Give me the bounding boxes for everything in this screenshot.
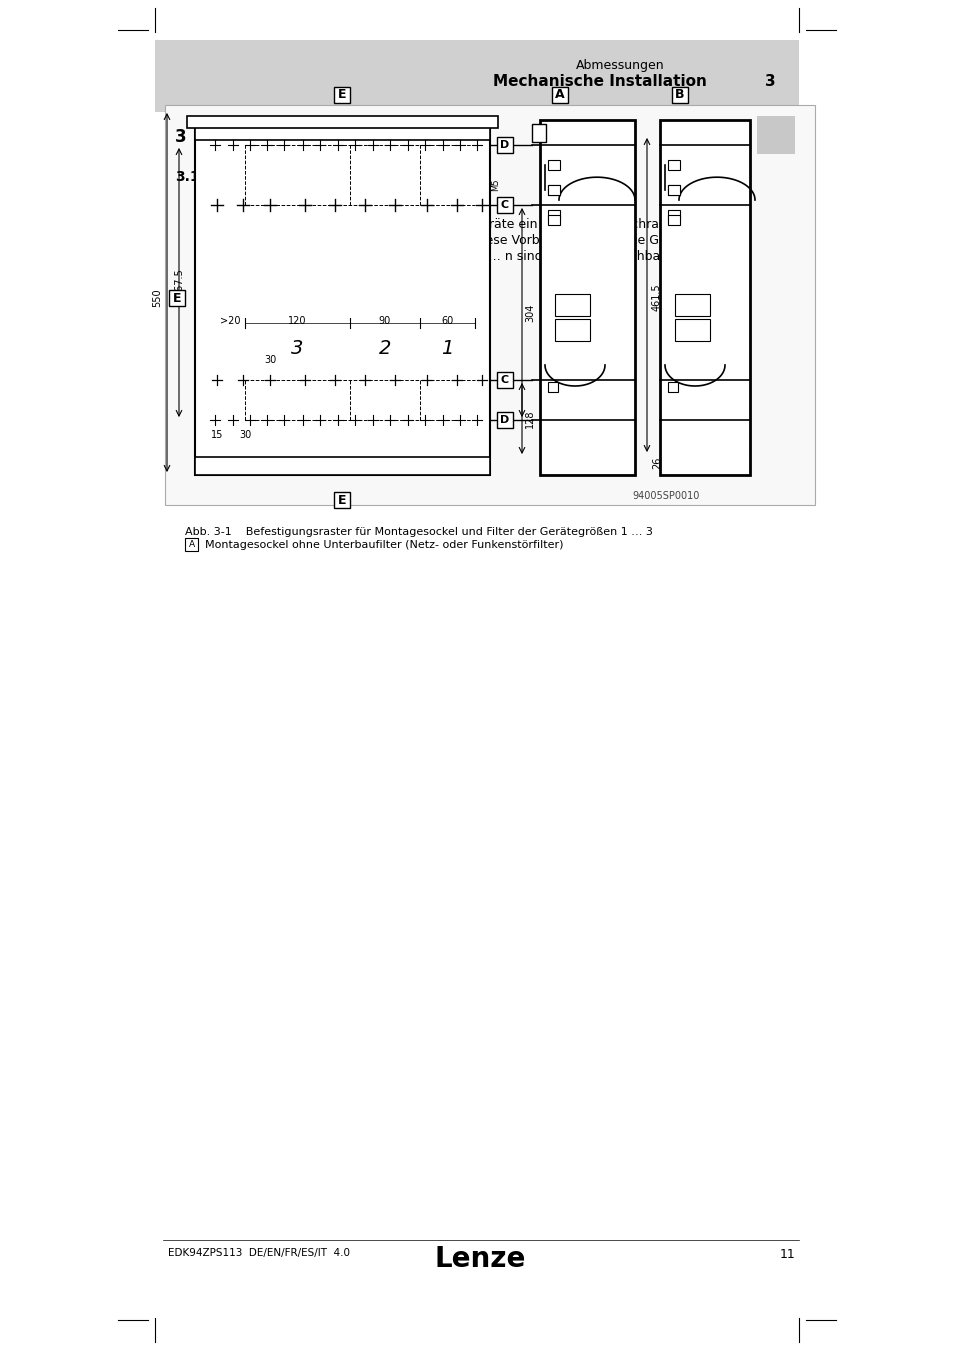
Text: D: D	[500, 140, 509, 150]
Text: zu befestigen. Die Gerätegrößen 1, 2, … n sind so direkt anreihbar.: zu befestigen. Die Gerätegrößen 1, 2, … …	[248, 250, 667, 263]
Bar	[194, 120, 490, 475]
Text: E: E	[172, 292, 181, 305]
Bar	[547, 161, 559, 170]
Text: 2: 2	[378, 339, 391, 358]
Bar	[154, 40, 799, 112]
Bar	[547, 185, 559, 194]
Bar	[667, 185, 679, 194]
Text: D: D	[500, 414, 509, 425]
Text: 304: 304	[524, 304, 535, 321]
Bar	[497, 136, 513, 153]
Text: Abb. 3-1    Befestigungsraster für Montagesockel und Filter der Gerätegrößen 1 …: Abb. 3-1 Befestigungsraster für Montages…	[185, 526, 652, 537]
Text: A: A	[555, 89, 564, 101]
Bar	[555, 294, 589, 316]
Bar	[334, 86, 350, 103]
Bar	[675, 294, 709, 316]
Text: Montageplatte einzubringen. Durch diese Vorbereitung sind die Geräte einfach: Montageplatte einzubringen. Durch diese …	[248, 234, 741, 247]
Text: Montagesockel ohne Unterbaufilter (Netz- oder Funkenstörfilter): Montagesockel ohne Unterbaufilter (Netz-…	[205, 540, 563, 549]
Bar	[671, 86, 687, 103]
Text: 30: 30	[238, 431, 251, 440]
Bar	[667, 185, 679, 194]
Bar	[497, 373, 513, 387]
Text: 15: 15	[211, 431, 223, 440]
Text: Lenze: Lenze	[434, 1245, 525, 1273]
Text: A: A	[189, 540, 194, 549]
Text: 3.1: 3.1	[174, 170, 199, 184]
Bar	[547, 215, 559, 225]
Text: Abmessungen: Abmessungen	[248, 170, 357, 184]
Bar	[334, 491, 350, 508]
Bar	[757, 116, 794, 154]
Text: >20: >20	[219, 316, 240, 325]
Text: 26: 26	[651, 456, 661, 470]
Bar	[194, 458, 490, 475]
Bar	[659, 120, 749, 475]
Bar	[667, 382, 678, 391]
Bar	[555, 319, 589, 342]
Text: Befestigungsraster: Befestigungsraster	[248, 194, 398, 209]
Bar	[497, 412, 513, 428]
Text: 3: 3	[291, 339, 303, 358]
Bar	[532, 124, 545, 142]
Bar	[497, 197, 513, 213]
Text: 128: 128	[524, 409, 535, 428]
Bar	[552, 86, 567, 103]
Bar	[194, 120, 490, 140]
Text: E: E	[337, 494, 346, 506]
Bar	[539, 120, 635, 475]
Text: 467.5: 467.5	[174, 269, 185, 297]
Bar	[185, 539, 198, 551]
Text: C: C	[500, 200, 509, 211]
Text: 94005SP0010: 94005SP0010	[632, 491, 700, 501]
Text: 461.5: 461.5	[651, 284, 661, 312]
Bar	[675, 319, 709, 342]
Bar	[547, 382, 558, 391]
Text: C: C	[500, 375, 509, 385]
Text: 30: 30	[264, 355, 275, 364]
Text: E: E	[337, 89, 346, 101]
Text: 120: 120	[288, 316, 307, 325]
Bar	[165, 105, 814, 505]
Text: Mechanische Installation: Mechanische Installation	[493, 74, 706, 89]
Text: Wir empfehlen zur Befestigung der Geräte ein M5-Gewindelochraster in die: Wir empfehlen zur Befestigung der Geräte…	[248, 217, 721, 231]
Text: 60: 60	[441, 316, 453, 325]
Text: 11: 11	[779, 1247, 794, 1261]
Text: EDK94ZPS113  DE/EN/FR/ES/IT  4.0: EDK94ZPS113 DE/EN/FR/ES/IT 4.0	[168, 1247, 350, 1258]
Bar	[667, 215, 679, 225]
Text: 1: 1	[441, 339, 454, 358]
Text: 3: 3	[764, 74, 775, 89]
Bar	[547, 211, 559, 220]
Text: 90: 90	[378, 316, 391, 325]
Text: 3: 3	[174, 128, 187, 146]
Bar	[667, 161, 679, 170]
Bar	[169, 290, 185, 306]
Bar	[187, 116, 497, 128]
Text: B: B	[675, 89, 684, 101]
Text: M5: M5	[491, 178, 500, 192]
Bar	[667, 211, 679, 220]
Text: 56: 56	[193, 460, 206, 471]
Bar	[547, 185, 559, 194]
Text: 550: 550	[152, 288, 162, 306]
Text: Mechanische Installation: Mechanische Installation	[248, 128, 480, 146]
Text: Abmessungen: Abmessungen	[575, 59, 663, 73]
